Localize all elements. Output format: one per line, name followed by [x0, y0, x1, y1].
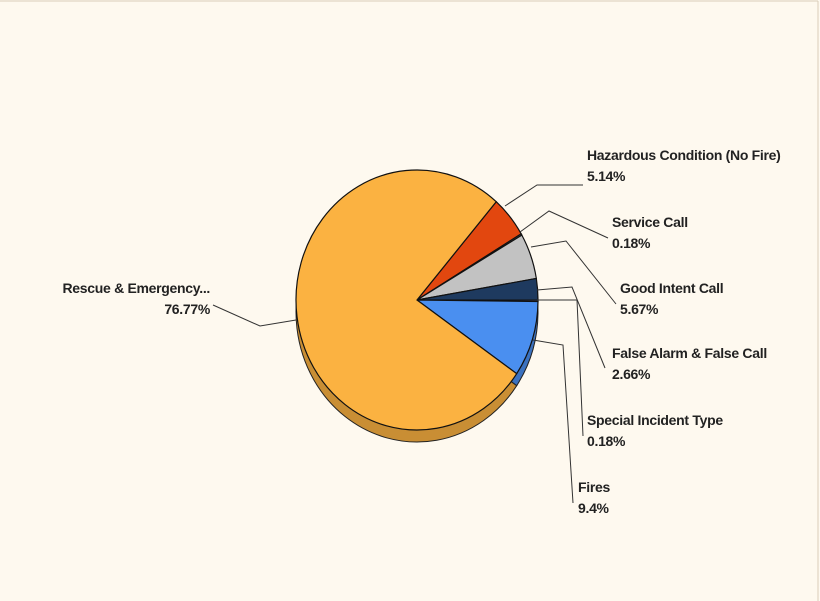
slice-label: Special Incident Type [587, 412, 723, 428]
value-label: 0.18% [612, 235, 651, 251]
value-label: 5.67% [620, 301, 659, 317]
slice-label: False Alarm & False Call [612, 345, 767, 361]
slice-label: Hazardous Condition (No Fire) [587, 147, 781, 163]
leader-line [519, 210, 609, 239]
leader-line [536, 286, 606, 369]
leader-line [537, 299, 584, 437]
value-label: 9.4% [578, 500, 610, 516]
slice-label: Service Call [612, 214, 688, 230]
slice-label: Good Intent Call [620, 280, 723, 296]
value-label: 0.18% [587, 433, 626, 449]
slice-label: Fires [578, 479, 610, 495]
slice [415, 299, 539, 375]
leader-line [532, 339, 574, 504]
leader-line [530, 240, 617, 305]
leader-line [212, 304, 297, 327]
slice [295, 169, 518, 431]
slice-label: Rescue & Emergency... [62, 280, 210, 296]
leader-line [504, 184, 583, 207]
value-label: 2.66% [612, 366, 651, 382]
value-label: 5.14% [587, 168, 626, 184]
value-label: 76.77% [164, 301, 211, 317]
